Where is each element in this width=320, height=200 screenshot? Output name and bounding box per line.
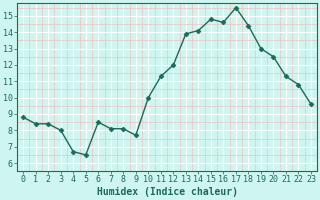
X-axis label: Humidex (Indice chaleur): Humidex (Indice chaleur) — [97, 187, 237, 197]
